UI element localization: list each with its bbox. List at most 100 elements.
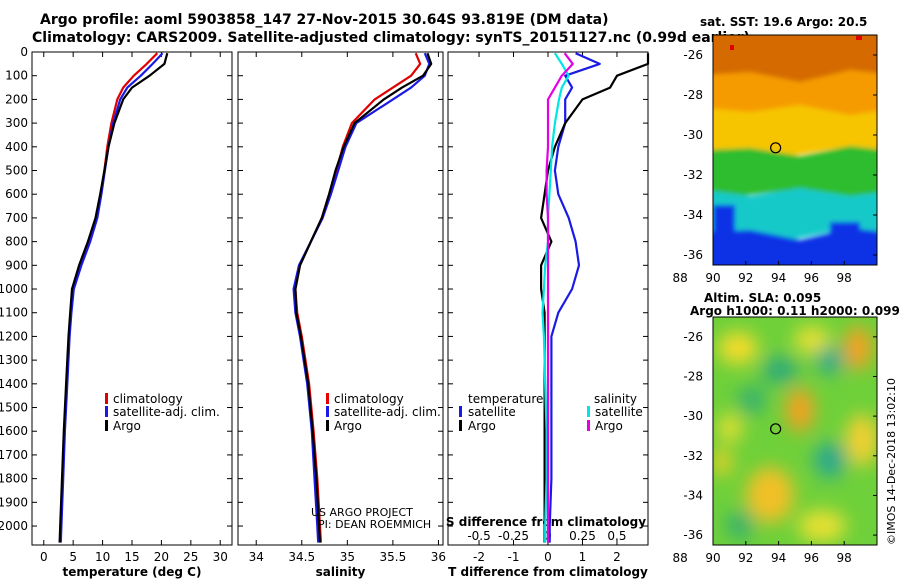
depth-tick-label: 1100: [0, 306, 28, 320]
sla-high: [718, 332, 758, 364]
series-line-argo: [58, 52, 169, 543]
depth-tick-label: 1900: [0, 495, 28, 509]
depth-tick-label: 1000: [0, 282, 28, 296]
x-tick-label: 1: [579, 550, 587, 564]
series-line-t-argo: [539, 53, 650, 543]
sst-band-orange: [713, 70, 877, 118]
temperature-legend: climatology satellite-adj. clim. Argo: [105, 392, 220, 433]
legend-marker-satellite: [326, 406, 329, 417]
lon-tick-label: 88: [673, 551, 688, 565]
lon-tick-label: 98: [837, 271, 852, 285]
sla-high: [846, 414, 877, 466]
sla-high: [746, 467, 794, 523]
lat-tick-label: -34: [683, 488, 703, 502]
salinity-panel: 34 34.5 35 35.5 36 salinity: [237, 51, 446, 579]
x-tick-label: 15: [124, 550, 139, 564]
lat-tick-label: -26: [683, 330, 703, 344]
lon-tick-label: 94: [771, 551, 786, 565]
lon-tick-label: 88: [673, 271, 688, 285]
lat-tick-label: -36: [683, 528, 703, 542]
depth-tick-label: 2000: [0, 519, 28, 533]
sla-map-frame: [712, 316, 878, 546]
series-line-s-argo: [545, 52, 574, 543]
legend-marker-argo: [105, 420, 108, 431]
legend-marker-s-satellite: [587, 406, 590, 417]
lon-tick-label: 94: [771, 271, 786, 285]
x-tick-label: 34: [249, 550, 264, 564]
depth-tick-label: 200: [5, 92, 28, 106]
lat-tick-label: -30: [683, 128, 703, 142]
plot-frame: [237, 51, 444, 546]
sst-band-blue: [713, 228, 877, 265]
x2-tick-label: 0.25: [569, 529, 596, 543]
depth-tick-label: 1800: [0, 472, 28, 486]
x-tick-label: 36: [431, 550, 446, 564]
legend-label-climatology: climatology: [113, 392, 183, 406]
x-tick-label: 0: [544, 550, 552, 564]
legend-title-temperature: temperature: [468, 392, 543, 406]
depth-tick-label: 1400: [0, 377, 28, 391]
lon-tick-label: 90: [705, 271, 720, 285]
series-line-satellite-adj-clim-: [292, 52, 431, 543]
legend-label-satellite: satellite-adj. clim.: [113, 405, 220, 419]
temperature-panel: 0100200300400500600700800900100011001200…: [0, 45, 233, 579]
sla-low: [762, 356, 798, 384]
x-tick-label: 30: [213, 550, 228, 564]
depth-tick-label: 1500: [0, 401, 28, 415]
x2-tick-label: -0.5: [467, 529, 490, 543]
lon-tick-label: 92: [738, 551, 753, 565]
x-tick-label: 34.5: [288, 550, 315, 564]
lat-tick-label: -32: [683, 168, 703, 182]
legend-label-s-argo: Argo: [595, 419, 623, 433]
sst-blob: [818, 130, 844, 144]
lat-tick-label: -34: [683, 208, 703, 222]
sla-low: [726, 511, 754, 539]
sla-high: [718, 414, 742, 442]
legend-label-climatology: climatology: [334, 392, 404, 406]
sla-map-title: Altim. SLA: 0.095: [704, 291, 822, 305]
series-line-climatology: [59, 52, 159, 543]
lat-tick-label: -36: [683, 248, 703, 262]
sla-high: [794, 326, 830, 354]
lat-tick-label: -28: [683, 369, 703, 383]
x-tick-label: 10: [95, 550, 110, 564]
salinity-legend: climatology satellite-adj. clim. Argo: [326, 392, 441, 433]
climatology-title: Climatology: CARS2009. Satellite-adjuste…: [32, 30, 750, 46]
legend-label-t-argo: Argo: [468, 419, 496, 433]
depth-tick-label: 0: [20, 45, 28, 59]
depth-tick-label: 400: [5, 140, 28, 154]
legend-marker-t-argo: [459, 420, 462, 431]
sst-blob: [830, 222, 860, 236]
depth-tick-label: 600: [5, 187, 28, 201]
sla-axes: -26 -28 -30 -32 -34 -36 88 90 92 94 96 98: [673, 330, 877, 565]
depth-tick-label: 900: [5, 258, 28, 272]
depth-tick-label: 800: [5, 235, 28, 249]
x2-tick-label: 0.5: [607, 529, 626, 543]
series-line-satellite-adj-clim-: [59, 52, 164, 543]
sla-map: -26 -28 -30 -32 -34 -36 88 90 92 94 96 98: [673, 316, 878, 565]
x-tick-label: 35: [340, 550, 355, 564]
lat-tick-label: -30: [683, 409, 703, 423]
sst-blob: [713, 205, 735, 235]
series-line-t-satellite: [548, 52, 601, 543]
depth-tick-label: 500: [5, 164, 28, 178]
x-tick-label: 0: [40, 550, 48, 564]
legend-marker-climatology: [105, 393, 108, 404]
sst-map: -26 -28 -30 -32 -34 -36 88 90 92 94 96 98: [673, 34, 878, 285]
x2-tick-label: -0.25: [498, 529, 529, 543]
legend-marker-argo: [326, 420, 329, 431]
sla-high: [798, 510, 846, 542]
depth-tick-label: 1300: [0, 353, 28, 367]
x-tick-label: 2: [613, 550, 621, 564]
credit-pi: PI: DEAN ROEMMICH: [318, 518, 431, 531]
sla-low: [738, 386, 766, 414]
x-tick-label: 35.5: [380, 550, 407, 564]
sla-map-subtitle: Argo h1000: 0.11 h2000: 0.099: [690, 304, 900, 318]
sla-low: [814, 442, 846, 478]
lat-tick-label: -32: [683, 449, 703, 463]
legend-label-t-satellite: satellite: [468, 405, 516, 419]
legend-title-salinity: salinity: [594, 392, 637, 406]
legend-marker-satellite: [105, 406, 108, 417]
lon-tick-label: 96: [804, 271, 819, 285]
